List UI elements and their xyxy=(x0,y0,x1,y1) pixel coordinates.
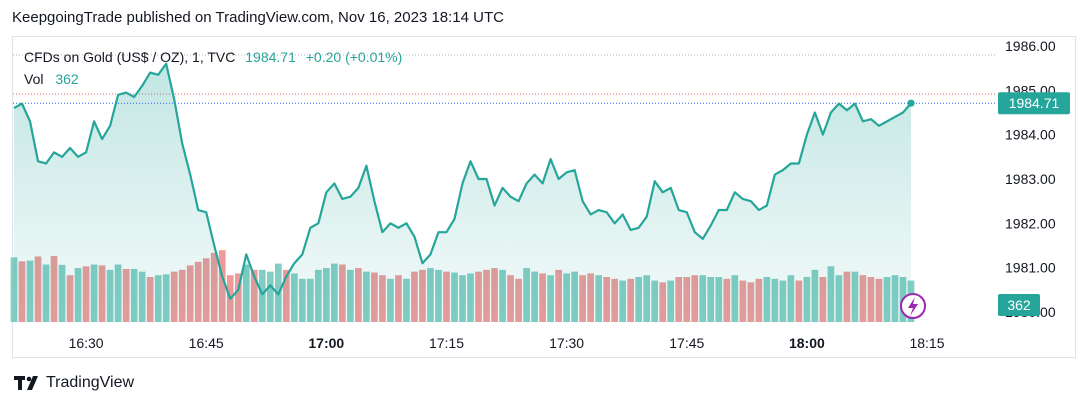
chart-legend: CFDs on Gold (US$ / OZ), 1, TVC 1984.71 … xyxy=(24,46,402,90)
y-tick-label: 1984.00 xyxy=(1005,127,1056,143)
x-tick-label: 16:45 xyxy=(189,335,224,351)
volume-badge xyxy=(998,294,1040,316)
price-series-line[interactable] xyxy=(13,62,912,300)
price-badge-label: 1984.71 xyxy=(1009,95,1060,111)
y-tick-label: 1981.00 xyxy=(1005,260,1056,276)
legend-change: +0.20 (+0.01%) xyxy=(305,49,403,65)
volume-label[interactable]: Vol xyxy=(24,71,44,87)
y-tick-label: 1983.00 xyxy=(1005,171,1056,187)
volume-value: 362 xyxy=(55,71,79,87)
x-tick-label: 16:30 xyxy=(69,335,104,351)
x-tick-label: 17:15 xyxy=(429,335,464,351)
y-tick-label: 1982.00 xyxy=(1005,215,1056,231)
price-badge xyxy=(998,92,1070,115)
x-tick-label: 17:45 xyxy=(669,335,704,351)
x-tick-label: 18:15 xyxy=(909,335,944,351)
last-price-point xyxy=(907,99,915,107)
y-tick-label: 1986.00 xyxy=(1005,38,1056,54)
tradingview-footer[interactable]: TradingView xyxy=(14,374,134,392)
tradingview-logo-icon xyxy=(14,376,38,390)
tradingview-brand: TradingView xyxy=(46,374,135,391)
x-tick-label: 17:00 xyxy=(308,335,344,351)
publish-header: KeepgoingTrade published on TradingView.… xyxy=(12,9,504,26)
x-tick-label: 18:00 xyxy=(789,335,825,351)
volume-badge-label: 362 xyxy=(1007,297,1031,313)
lightning-bolt-glyph xyxy=(908,297,918,316)
price-area xyxy=(14,63,911,322)
legend-price: 1984.71 xyxy=(245,49,296,65)
x-tick-label: 17:30 xyxy=(549,335,584,351)
symbol-title[interactable]: CFDs on Gold (US$ / OZ), 1, TVC xyxy=(24,49,236,65)
